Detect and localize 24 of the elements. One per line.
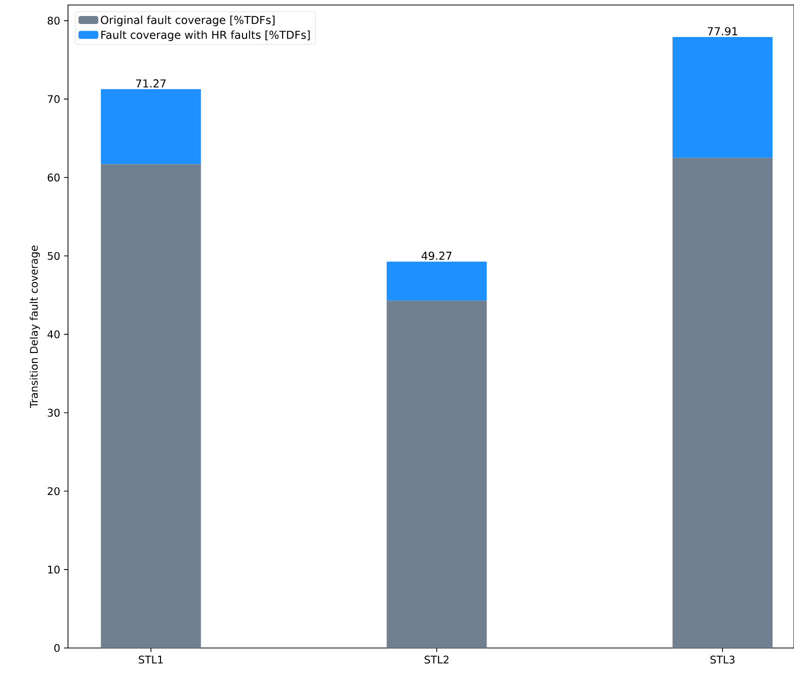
bar: [672, 158, 773, 648]
bar: [100, 89, 201, 164]
total-label: 49.27: [422, 252, 452, 260]
y-tick-label: 70: [48, 95, 60, 104]
y-tick-label: 10: [48, 566, 60, 574]
y-tick-label: 0: [54, 644, 60, 652]
y-tick-label: 40: [48, 330, 60, 338]
total-label: 77.91: [708, 27, 738, 36]
bar: [386, 262, 487, 301]
x-tick-label: STL3: [710, 656, 734, 664]
bar: [672, 37, 773, 158]
total-label: 71.27: [136, 79, 166, 88]
y-tick-label: 20: [48, 487, 60, 496]
y-tick-label: 80: [48, 16, 60, 25]
y-tick-label: 30: [48, 408, 60, 417]
y-tick-label: 60: [48, 174, 60, 182]
y-tick-label: 50: [48, 252, 60, 260]
x-tick-label: STL1: [138, 656, 163, 664]
y-axis-title: Transition Delay fault coverage: [30, 246, 40, 408]
bar: [386, 300, 487, 648]
bar: [100, 164, 201, 648]
x-tick-label: STL2: [424, 656, 448, 664]
legend-label: Fault coverage with HR faults [%TDFs]: [101, 30, 310, 42]
legend-label: Original fault coverage [%TDFs]: [100, 16, 275, 26]
